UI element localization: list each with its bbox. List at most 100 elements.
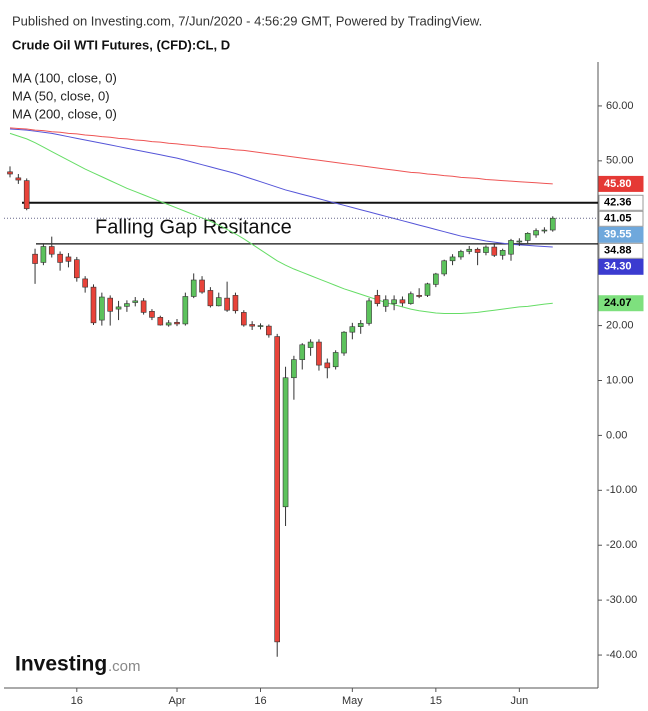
- candle-body: [307, 341, 314, 348]
- candle-body: [458, 251, 464, 258]
- y-tick-label: 0.00: [606, 429, 627, 441]
- candle-body: [282, 377, 289, 508]
- price-label-box: [598, 210, 644, 227]
- candle-body: [32, 253, 38, 264]
- candle-body: [499, 250, 506, 256]
- y-tick-label: 50.00: [606, 155, 634, 167]
- candle-body: [65, 256, 72, 262]
- candle-body: [391, 299, 397, 304]
- price-label: 34.30: [604, 261, 632, 273]
- candle-body: [424, 283, 431, 296]
- y-tick-label: 60.00: [606, 100, 634, 112]
- y-tick-label: -10.00: [606, 484, 637, 496]
- candle-body: [541, 229, 548, 232]
- candle-body: [157, 317, 164, 326]
- price-label: 45.80: [604, 178, 632, 190]
- y-tick-label: -30.00: [606, 594, 637, 606]
- candle-body: [48, 246, 55, 255]
- candle-body: [74, 259, 80, 279]
- candle-body: [332, 352, 339, 368]
- candle-body: [516, 240, 523, 243]
- y-tick-label: 10.00: [606, 374, 634, 386]
- candle-body: [291, 359, 297, 379]
- candle-body: [165, 322, 172, 326]
- candle-body: [416, 295, 422, 297]
- candle-body: [266, 325, 272, 336]
- candle-body: [132, 300, 139, 303]
- candle-body: [182, 296, 189, 325]
- x-tick-label: 16: [71, 695, 83, 707]
- candle-body: [232, 295, 239, 312]
- candle-body: [15, 177, 22, 181]
- candle-body: [241, 312, 247, 326]
- candle-body: [90, 286, 97, 324]
- candle-body: [115, 306, 122, 310]
- candle-body: [249, 324, 255, 327]
- price-label-box: [598, 295, 644, 312]
- logo-suffix: .com: [108, 658, 141, 675]
- legend-entry: MA (50, close, 0): [12, 88, 110, 103]
- price-label: 34.88: [604, 245, 632, 257]
- price-label: 41.05: [604, 213, 632, 225]
- candle-body: [274, 336, 281, 643]
- candle-body: [508, 240, 514, 255]
- candle-body: [449, 256, 456, 262]
- candle-body: [366, 300, 372, 324]
- price-label-box: [598, 258, 644, 275]
- x-tick-label: 15: [430, 695, 442, 707]
- price-label-box: [598, 242, 644, 259]
- candle-body: [491, 246, 498, 256]
- candle-body: [82, 278, 88, 288]
- candle-body: [349, 326, 356, 333]
- candle-body: [433, 273, 439, 285]
- ma-line: [9, 127, 553, 185]
- legend-entry: MA (200, close, 0): [12, 106, 117, 121]
- logo-main: Investing: [15, 653, 107, 676]
- candle-body: [57, 253, 63, 263]
- candle-body: [257, 325, 264, 327]
- price-label: 24.07: [604, 297, 632, 309]
- y-tick-label: -20.00: [606, 539, 637, 551]
- candle-body: [324, 362, 331, 369]
- candle-body: [374, 295, 381, 304]
- candle-body: [149, 311, 155, 318]
- candle-body: [549, 217, 556, 231]
- candle-body: [107, 297, 113, 312]
- price-label-box: [598, 226, 644, 243]
- published-line: Published on Investing.com, 7/Jun/2020 -…: [12, 13, 482, 28]
- candle-body: [140, 300, 147, 313]
- legend-entry: MA (100, close, 0): [12, 70, 117, 85]
- ma-line: [9, 128, 553, 248]
- x-tick-label: 16: [254, 695, 266, 707]
- candle-body: [199, 279, 205, 293]
- price-label-box: [598, 175, 644, 192]
- candle-body: [40, 246, 47, 263]
- candle-body: [99, 296, 105, 321]
- candle-body: [190, 279, 197, 297]
- candle-body: [7, 171, 13, 175]
- x-tick-label: Apr: [168, 695, 185, 707]
- y-tick-label: -40.00: [606, 649, 637, 661]
- candle-body: [357, 323, 364, 327]
- candle-body: [316, 341, 322, 366]
- price-label: 42.36: [604, 197, 632, 209]
- candle-body: [341, 331, 347, 354]
- candle-body: [399, 299, 406, 304]
- candle-body: [23, 180, 30, 209]
- candle-body: [441, 260, 448, 275]
- candle-body: [224, 297, 230, 311]
- ma-line: [9, 132, 553, 314]
- annotation: Falling Gap Resitance: [95, 216, 292, 238]
- candle-body: [207, 290, 214, 307]
- candle-body: [382, 299, 389, 307]
- chart-title: Crude Oil WTI Futures, (CFD):CL, D: [12, 37, 230, 52]
- price-label-box: [598, 194, 644, 211]
- candle-body: [533, 230, 539, 236]
- x-tick-label: May: [342, 695, 363, 707]
- candle-body: [299, 344, 306, 360]
- candle-body: [215, 297, 222, 307]
- y-tick-label: 20.00: [606, 319, 634, 331]
- x-tick-label: Jun: [510, 695, 528, 707]
- candle-body: [124, 303, 130, 307]
